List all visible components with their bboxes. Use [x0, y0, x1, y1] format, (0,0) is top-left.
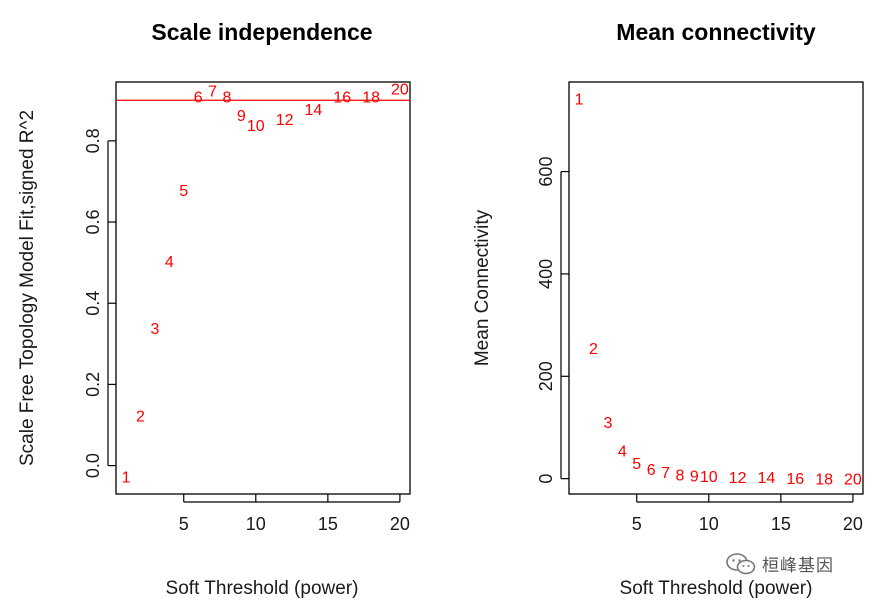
- y-tick-label: 0.6: [83, 210, 103, 235]
- y-tick-label: 600: [536, 157, 556, 187]
- mean-connectivity-panel: Mean connectivity Soft Threshold (power)…: [472, 19, 864, 599]
- y-tick-label: 0.4: [83, 291, 103, 316]
- watermark: 桓峰基因: [726, 551, 834, 576]
- data-point-label: 3: [603, 415, 612, 432]
- data-point-label: 5: [632, 456, 641, 473]
- y-tick-label: 0.2: [83, 372, 103, 397]
- plot-frame: [568, 81, 864, 495]
- y-tick-label: 400: [536, 259, 556, 289]
- scale-independence-panel: Scale independence Soft Threshold (power…: [17, 19, 411, 599]
- y-axis-label: Mean Connectivity: [472, 209, 493, 366]
- data-point-label: 10: [247, 118, 265, 135]
- x-tick-label: 15: [318, 514, 338, 534]
- x-axis-label: Soft Threshold (power): [166, 578, 359, 599]
- data-point-label: 6: [647, 462, 656, 479]
- x-tick-label: 5: [179, 514, 189, 534]
- y-tick-label: 0.0: [83, 453, 103, 478]
- data-point-label: 12: [276, 112, 294, 129]
- x-tick-label: 20: [390, 514, 410, 534]
- data-point-label: 18: [815, 472, 833, 489]
- plot-frame: [115, 81, 411, 495]
- y-tick-label: 0: [536, 474, 556, 484]
- data-point-label: 14: [305, 102, 323, 119]
- data-point-label: 4: [165, 254, 174, 271]
- data-point-label: 5: [179, 183, 188, 200]
- data-point-label: 8: [676, 468, 685, 485]
- data-point-label: 12: [729, 470, 747, 487]
- x-tick-label: 20: [843, 514, 863, 534]
- data-point-label: 16: [786, 471, 804, 488]
- data-point-label: 16: [333, 90, 351, 107]
- x-tick-label: 15: [771, 514, 791, 534]
- data-point-label: 20: [391, 82, 409, 99]
- x-tick-label: 5: [632, 514, 642, 534]
- data-point-label: 18: [362, 90, 380, 107]
- x-tick-label: 10: [699, 514, 719, 534]
- data-point-label: 10: [700, 469, 718, 486]
- watermark-text: 桓峰基因: [762, 556, 834, 575]
- data-point-label: 9: [690, 469, 699, 486]
- data-point-label: 2: [136, 408, 145, 425]
- x-axis-label: Soft Threshold (power): [620, 578, 813, 599]
- chart-title: Mean connectivity: [616, 19, 816, 45]
- y-axis-label: Scale Free Topology Model Fit,signed R^2: [17, 110, 38, 466]
- data-point-label: 1: [122, 469, 131, 486]
- data-point-label: 4: [618, 444, 627, 461]
- data-point-label: 14: [758, 470, 776, 487]
- data-point-label: 7: [661, 465, 670, 482]
- data-point-label: 8: [223, 90, 232, 107]
- y-tick-label: 200: [536, 361, 556, 391]
- data-point-label: 3: [150, 321, 159, 338]
- data-point-label: 20: [844, 472, 862, 489]
- y-tick-label: 0.8: [83, 128, 103, 153]
- data-point-label: 7: [208, 84, 217, 101]
- chart-title: Scale independence: [151, 19, 372, 45]
- data-point-label: 1: [575, 91, 584, 108]
- x-tick-label: 10: [246, 514, 266, 534]
- data-point-label: 9: [237, 108, 246, 125]
- wechat-icon: [726, 552, 756, 574]
- data-point-label: 6: [194, 90, 203, 107]
- data-point-label: 2: [589, 341, 598, 358]
